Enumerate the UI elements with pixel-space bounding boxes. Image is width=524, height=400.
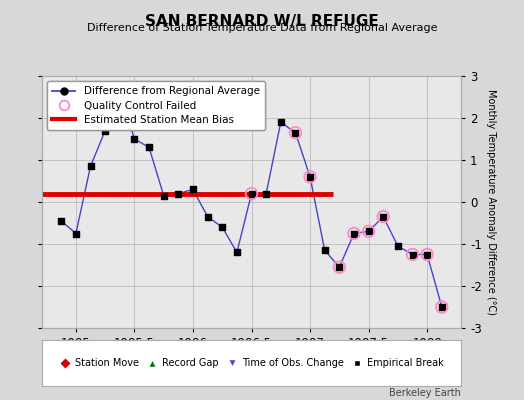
Point [335,264,344,270]
Text: Berkeley Earth: Berkeley Earth [389,388,461,398]
Point [233,249,241,256]
Point [218,224,226,230]
Point [379,214,387,220]
Point [57,218,66,224]
Point [247,190,256,197]
Point [101,127,110,134]
Point [72,230,80,237]
Point [350,230,358,237]
Point [408,251,417,258]
Point [247,190,256,197]
Point [291,130,300,136]
Y-axis label: Monthly Temperature Anomaly Difference (°C): Monthly Temperature Anomaly Difference (… [486,89,496,315]
Legend: Station Move, Record Gap, Time of Obs. Change, Empirical Break: Station Move, Record Gap, Time of Obs. C… [59,358,444,368]
Point [423,251,431,258]
Point [379,214,387,220]
Point [203,214,212,220]
Point [364,228,373,234]
Point [277,119,285,126]
Point [364,228,373,234]
Point [438,304,446,310]
Point [174,190,182,197]
Legend: Difference from Regional Average, Quality Control Failed, Estimated Station Mean: Difference from Regional Average, Qualit… [47,81,265,130]
Point [350,230,358,237]
Point [262,190,270,197]
Point [335,264,344,270]
Point [423,251,431,258]
Point [130,136,139,142]
Text: Difference of Station Temperature Data from Regional Average: Difference of Station Temperature Data f… [87,23,437,33]
Point [408,251,417,258]
Point [306,174,314,180]
Point [159,192,168,199]
Point [291,130,300,136]
Point [306,174,314,180]
Text: SAN BERNARD W/L REFUGE: SAN BERNARD W/L REFUGE [145,14,379,29]
Point [394,243,402,249]
Point [116,90,124,96]
Point [86,163,95,170]
Point [189,186,197,193]
Point [438,304,446,310]
Point [321,247,329,254]
Point [145,144,153,151]
